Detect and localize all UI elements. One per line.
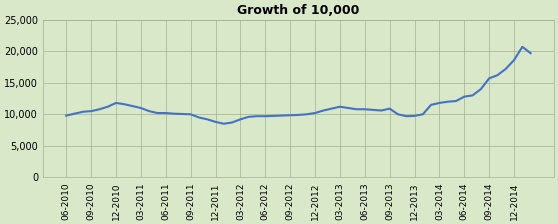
Title: Growth of 10,000: Growth of 10,000 xyxy=(237,4,359,17)
